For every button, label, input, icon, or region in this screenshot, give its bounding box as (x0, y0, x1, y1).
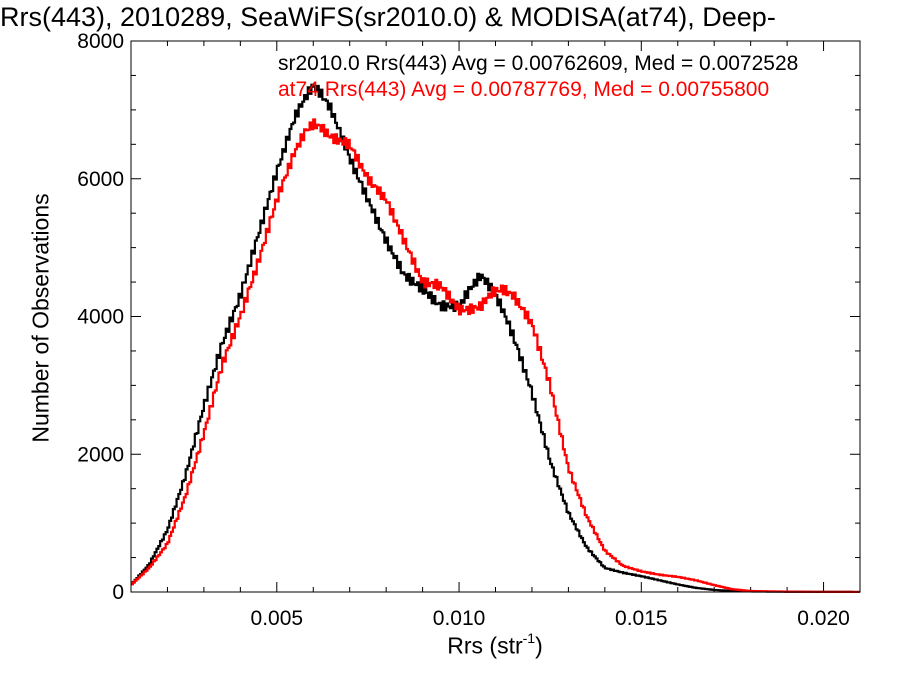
legend-entry-at74: at74 Rrs(443) Avg = 0.00787769, Med = 0.… (278, 78, 770, 101)
x-tick-label: 0.005 (251, 607, 304, 630)
x-tick-label: 0.010 (433, 607, 486, 630)
y-tick-label: 8000 (77, 30, 124, 53)
series-group (131, 83, 860, 594)
x-tick-label: 0.015 (615, 607, 668, 630)
series-line-0 (131, 83, 860, 594)
chart-title: Rrs(443), 2010289, SeaWiFS(sr2010.0) & M… (0, 2, 776, 32)
x-axis-label-unit-exponent: -1 (522, 630, 536, 646)
y-tick-label: 4000 (77, 306, 124, 329)
x-tick-label: 0.020 (797, 607, 850, 630)
legend-entry-sr2010: sr2010.0 Rrs(443) Avg = 0.00762609, Med … (278, 52, 799, 75)
x-axis-label-close: ) (535, 632, 543, 659)
x-axis-label-base: Rrs (str (447, 632, 523, 659)
y-axis-label: Number of Observations (27, 193, 54, 443)
axis-tick-labels: 0.005 0.010 0.015 0.020 0 2000 4000 6000 8000 (77, 30, 850, 630)
y-tick-label: 2000 (77, 443, 124, 466)
plot-frame (130, 40, 861, 593)
y-tick-label: 6000 (77, 168, 124, 191)
y-tick-label: 0 (112, 581, 124, 604)
x-axis-label: Rrs (str-1) (447, 630, 543, 660)
series-line-1 (131, 118, 860, 594)
